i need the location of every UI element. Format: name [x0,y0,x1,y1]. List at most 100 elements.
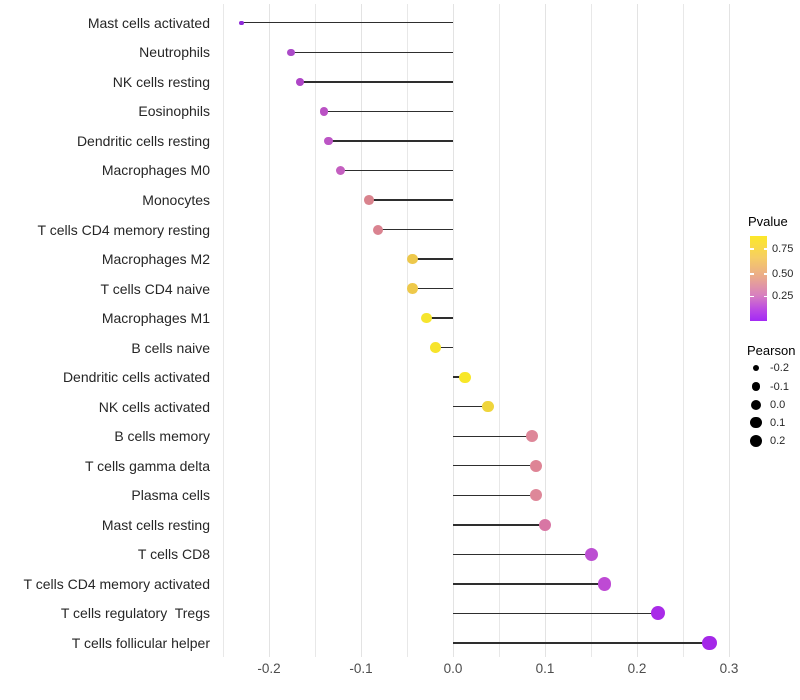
lollipop-dot [702,635,717,651]
colorbar-tick [750,273,754,276]
category-label: T cells CD4 memory resting [37,221,210,238]
lollipop-dot [296,77,305,86]
lollipop-dot [651,606,666,621]
pearson-size-dot [751,382,761,391]
x-tick-label: 0.1 [535,661,555,676]
lollipop-stem [435,346,453,349]
pvalue-colorbar [750,236,767,321]
lollipop-stem [453,612,659,615]
category-label: Macrophages M0 [101,162,210,179]
gridline [590,4,592,657]
gridline [222,4,224,657]
colorbar-tick [750,295,754,298]
lollipop-stem [412,258,453,260]
lollipop-stem [426,317,453,319]
pearson-size-label: -0.2 [770,362,789,374]
lollipop-dot [585,547,599,561]
pearson-size-dot [751,399,761,410]
lollipop-dot [287,48,295,57]
category-label: B cells memory [114,428,210,445]
colorbar-tick [763,295,767,298]
pearson-size-label: -0.1 [770,380,789,393]
lollipop-dot [364,195,375,205]
pvalue-tick-label: 0.75 [772,242,794,255]
category-label: T cells CD4 naive [100,280,210,297]
lollipop-dot [372,224,383,235]
pvalue-tick-label: 0.25 [772,290,794,303]
colorbar-tick [763,273,767,276]
category-label: NK cells activated [98,398,210,415]
lollipop-stem [453,465,536,467]
category-label: T cells CD8 [137,546,210,563]
lollipop-dot [319,107,329,116]
gridline [360,4,362,657]
lollipop-stem [328,140,453,142]
colorbar-tick [763,247,767,250]
category-label: Dendritic cells activated [62,369,210,386]
category-label: Macrophages M1 [101,310,210,327]
pearson-size-dot [752,364,760,372]
lollipop-stem [453,376,465,378]
category-label: Eosinophils [138,103,210,120]
category-label: Mast cells activated [87,14,210,31]
lollipop-stem [453,583,605,585]
lollipop-stem [377,228,453,231]
category-label: NK cells resting [112,73,210,90]
lollipop-stem [453,524,545,526]
gridline [406,4,408,657]
category-label: Dendritic cells resting [76,132,210,149]
x-tick-label: 0.0 [443,661,463,676]
category-label: Plasma cells [131,487,210,504]
x-tick-label: -0.1 [349,661,373,676]
lollipop-dot [407,253,418,265]
lollipop-dot [336,165,346,176]
lollipop-stem [453,494,536,496]
pearson-size-dot [749,434,763,448]
category-label: Macrophages M2 [101,251,210,268]
lollipop-stem [453,553,592,556]
gridline [544,4,546,657]
gridline [636,4,638,657]
lollipop-stem [453,642,710,644]
lollipop-dot [420,312,432,324]
category-label: T cells gamma delta [84,457,210,474]
gridline [268,4,270,657]
pearson-size-label: 0.0 [770,398,786,411]
lollipop-dot [407,283,418,294]
category-label: Monocytes [142,191,210,208]
x-tick-label: 0.2 [627,661,647,676]
lollipop-dot [482,400,494,413]
category-label: Neutrophils [139,44,210,61]
lollipop-dot [239,20,244,26]
category-label: Mast cells resting [101,516,210,533]
lollipop-stem [291,51,453,54]
x-tick-label: 0.3 [719,661,739,676]
gridline [452,4,454,657]
gridline [682,4,684,657]
category-label: T cells follicular helper [71,634,210,651]
pearson-size-dot [750,416,762,429]
gridline [314,4,316,657]
gridline [728,4,730,657]
lollipop-dot [538,518,552,531]
colorbar-tick [750,247,754,250]
lollipop-stem [324,110,453,113]
lollipop-stem [453,435,533,437]
x-tick-label: -0.2 [257,661,281,676]
lollipop-dot [529,489,542,502]
lollipop-stem [369,199,453,201]
pearson-legend-title: Pearson [747,343,796,358]
pvalue-tick-label: 0.50 [772,268,794,281]
lollipop-dot [598,577,612,591]
pvalue-legend-title: Pvalue [748,214,788,229]
gridline [498,4,500,657]
lollipop-dot [526,430,539,443]
lollipop-stem [340,169,453,172]
lollipop-dot [324,136,334,146]
pearson-size-label: 0.1 [770,416,786,429]
category-label: T cells regulatory Tregs [60,605,210,622]
lollipop-stem [300,81,453,83]
lollipop-stem [412,287,453,290]
lollipop-dot [430,342,441,354]
lollipop-stem [453,405,488,408]
